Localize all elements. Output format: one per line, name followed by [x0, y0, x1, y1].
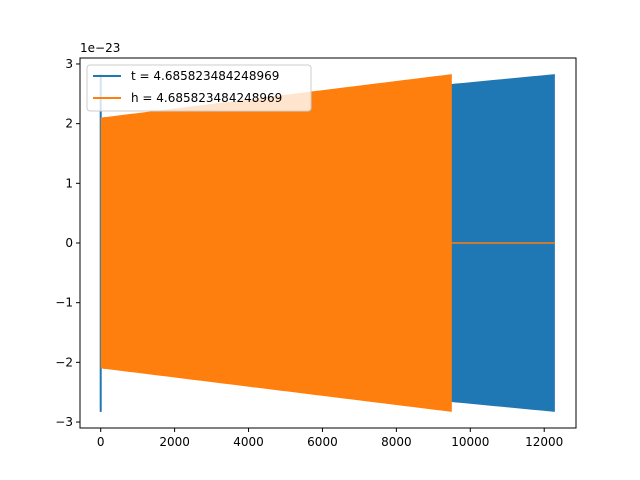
y-tick-label: 2 [65, 117, 73, 131]
legend: t = 4.685823484248969 h = 4.685823484248… [86, 64, 312, 112]
x-tick-label: 0 [97, 435, 105, 449]
legend-label-t: t = 4.685823484248969 [131, 69, 279, 83]
plot-marks [99, 74, 555, 412]
x-tick-label: 4000 [233, 435, 264, 449]
legend-box [86, 64, 312, 112]
x-tick-label: 12000 [525, 435, 563, 449]
y-tick-label: 3 [65, 57, 73, 71]
y-axis: −3 −2 −1 0 1 2 3 [55, 57, 80, 429]
legend-label-h: h = 4.685823484248969 [131, 91, 282, 105]
y-tick-label: 0 [65, 236, 73, 250]
y-tick-label: 1 [65, 176, 73, 190]
y-tick-label: −3 [55, 415, 73, 429]
y-tick-label: −1 [55, 296, 73, 310]
y-offset-label: 1e−23 [80, 41, 120, 55]
x-tick-label: 8000 [381, 435, 412, 449]
x-tick-label: 6000 [307, 435, 338, 449]
x-tick-label: 2000 [159, 435, 190, 449]
x-axis: 0 2000 4000 6000 8000 10000 12000 [97, 428, 563, 449]
x-tick-label: 10000 [451, 435, 489, 449]
series-h-band [100, 74, 452, 412]
y-tick-label: −2 [55, 355, 73, 369]
